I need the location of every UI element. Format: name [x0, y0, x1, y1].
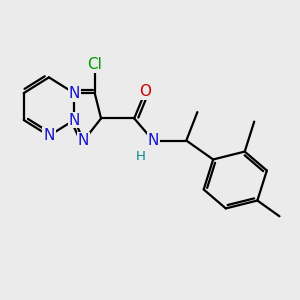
Text: N: N: [68, 86, 80, 101]
Text: N: N: [148, 133, 159, 148]
Text: N: N: [78, 133, 89, 148]
Text: N: N: [68, 112, 80, 128]
Text: N: N: [43, 128, 55, 143]
Text: Cl: Cl: [87, 57, 102, 72]
Text: O: O: [139, 84, 151, 99]
Text: H: H: [136, 150, 146, 163]
